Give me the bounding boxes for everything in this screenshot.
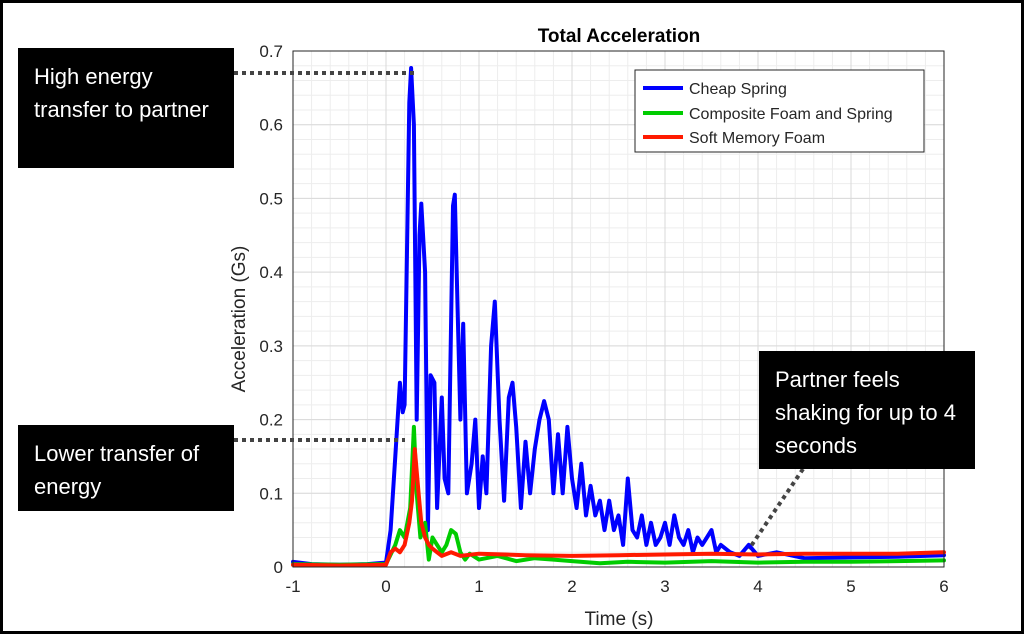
y-tick-label: 0.3 — [259, 337, 283, 356]
y-tick-label: 0.7 — [259, 42, 283, 61]
chart-title: Total Acceleration — [538, 26, 701, 47]
x-axis-label: Time (s) — [585, 609, 654, 630]
y-tick-label: 0.6 — [259, 116, 283, 135]
y-tick-label: 0.5 — [259, 189, 283, 208]
series-line-2 — [291, 447, 946, 568]
y-tick-label: 0.1 — [259, 484, 283, 503]
x-tick-label: 0 — [381, 577, 390, 596]
plot-area — [292, 50, 945, 568]
y-tick-label: 0.4 — [259, 263, 283, 282]
callout-lower-transfer: Lower transfer of energy — [18, 425, 234, 511]
x-tick-label: -1 — [285, 577, 300, 596]
callout-partner-shaking: Partner feels shaking for up to 4 second… — [759, 351, 975, 469]
x-tick-label: 4 — [753, 577, 762, 596]
y-axis-label: Acceleration (Gs) — [229, 246, 250, 393]
series-line-0 — [291, 66, 946, 567]
legend-label-memory-foam: Soft Memory Foam — [689, 130, 825, 147]
callout-leaders — [234, 71, 805, 551]
series-layer — [291, 66, 946, 568]
legend-label-cheap-spring: Cheap Spring — [689, 81, 787, 98]
acceleration-chart: -1 0 1 2 3 4 5 600.10.20.30.40.50.60.7 Total Ac… — [229, 26, 949, 630]
legend-box — [634, 69, 925, 153]
leader-partner-shaking — [747, 467, 805, 551]
x-tick-label: 6 — [939, 577, 948, 596]
x-tick-label: 3 — [660, 577, 669, 596]
legend: Cheap Spring Composite Foam and Spring S… — [634, 69, 925, 153]
callout-high-energy: High energy transfer to partner — [18, 48, 234, 168]
legend-label-composite-foam: Composite Foam and Spring — [689, 106, 893, 123]
y-tick-label: 0 — [274, 558, 283, 577]
x-tick-label: 2 — [567, 577, 576, 596]
axis-ticks: -1 0 1 2 3 4 5 600.10.20.30.40.50.60.7 — [259, 42, 948, 596]
y-tick-label: 0.2 — [259, 411, 283, 430]
x-tick-label: 1 — [474, 577, 483, 596]
x-tick-label: 5 — [846, 577, 855, 596]
